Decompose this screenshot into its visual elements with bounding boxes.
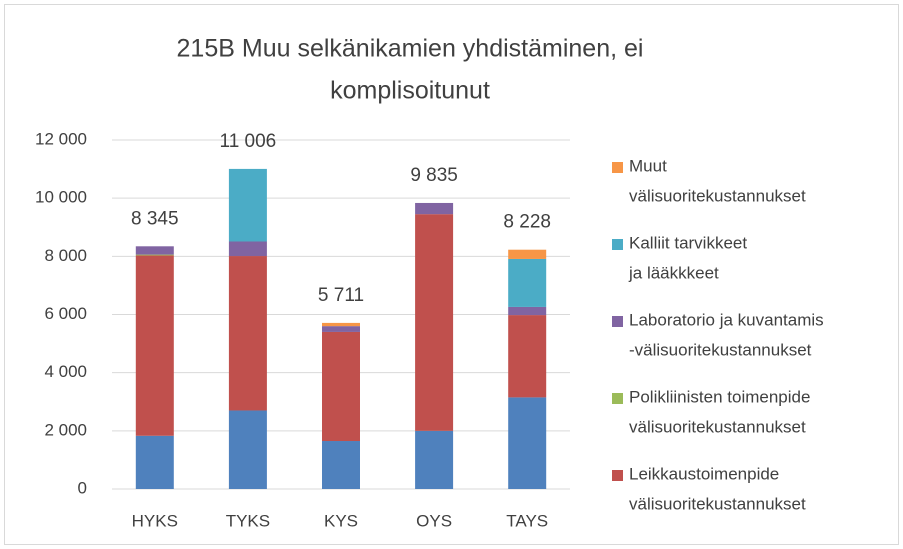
chart-title: 215B Muu selkänikamien yhdistäminen, ei xyxy=(177,35,644,63)
bar-segment xyxy=(228,256,267,411)
x-tick-label: OYS xyxy=(416,511,452,530)
x-tick-label: TAYS xyxy=(506,511,548,530)
bar-segment xyxy=(508,306,547,316)
total-label: 8 345 xyxy=(131,208,179,229)
bar-segment xyxy=(415,202,454,215)
legend-swatch xyxy=(612,239,623,250)
bar-segment xyxy=(508,258,547,307)
y-tick-label: 6 000 xyxy=(44,304,87,323)
legend-swatch xyxy=(612,470,623,481)
legend-label: välisuoritekustannukset xyxy=(629,417,806,436)
legend-label: -välisuoritekustannukset xyxy=(629,340,812,359)
legend-label: välisuoritekustannukset xyxy=(629,494,806,513)
bar-segment xyxy=(228,410,267,489)
x-tick-label: KYS xyxy=(324,511,358,530)
bar-segment xyxy=(508,315,547,398)
total-label: 9 835 xyxy=(410,165,458,186)
total-label: 11 006 xyxy=(220,131,277,152)
legend-swatch xyxy=(612,162,623,173)
legend-label: välisuoritekustannukset xyxy=(629,186,806,205)
y-tick-label: 12 000 xyxy=(35,129,87,148)
bar-segment xyxy=(508,249,547,259)
bar-segment xyxy=(135,255,174,436)
y-tick-label: 4 000 xyxy=(44,362,87,381)
chart-title: komplisoitunut xyxy=(330,77,490,105)
legend-label: Kalliit tarvikkeet xyxy=(629,233,747,252)
legend-label: Muut xyxy=(629,156,667,175)
y-tick-label: 2 000 xyxy=(44,420,87,439)
bar-segment xyxy=(135,254,174,256)
y-tick-label: 0 xyxy=(78,478,87,497)
bar-segment xyxy=(415,214,454,431)
total-label: 8 228 xyxy=(503,212,551,233)
bar-segment xyxy=(322,326,360,332)
bar-segment xyxy=(322,441,360,489)
bar-segment xyxy=(228,241,267,257)
legend-label: ja lääkkkeet xyxy=(628,263,719,282)
bar-segment xyxy=(228,168,267,242)
legend-swatch xyxy=(612,393,623,404)
legend-label: Laboratorio ja kuvantamis xyxy=(629,310,824,329)
bar-segment xyxy=(415,430,454,489)
bar-segment xyxy=(322,331,360,442)
bar-segment xyxy=(322,322,360,327)
x-tick-label: HYKS xyxy=(132,511,178,530)
legend-swatch xyxy=(612,316,623,327)
bar-segment xyxy=(508,397,547,489)
total-label: 5 711 xyxy=(318,285,364,306)
y-tick-label: 10 000 xyxy=(35,188,87,207)
legend-label: Polikliinisten toimenpide xyxy=(629,387,810,406)
y-tick-label: 8 000 xyxy=(44,246,87,265)
x-tick-label: TYKS xyxy=(226,511,270,530)
bar-segment xyxy=(135,435,174,489)
bar-segment xyxy=(135,246,174,255)
legend-label: Leikkaustoimenpide xyxy=(629,464,779,483)
